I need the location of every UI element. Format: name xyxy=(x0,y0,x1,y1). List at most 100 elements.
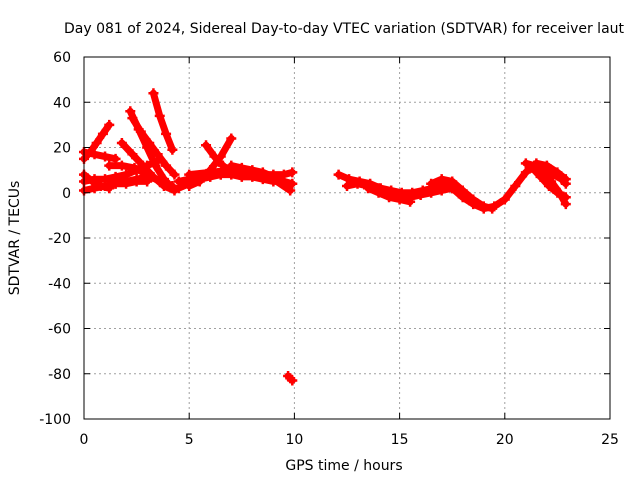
x-tick-label: 5 xyxy=(185,432,194,448)
data-point xyxy=(384,192,395,203)
data-point xyxy=(205,167,216,178)
y-axis-label: SDTVAR / TECUs xyxy=(7,181,23,296)
data-point xyxy=(489,201,500,212)
data-point xyxy=(104,160,115,171)
data-point xyxy=(247,165,258,176)
data-point xyxy=(278,176,289,187)
x-tick-label: 15 xyxy=(391,432,409,448)
data-point xyxy=(363,183,374,194)
data-point xyxy=(169,169,180,180)
data-point xyxy=(333,169,344,180)
series-arc-i xyxy=(148,88,178,155)
data-point xyxy=(148,88,159,99)
data-point xyxy=(87,176,98,187)
data-point xyxy=(543,180,554,191)
data-point xyxy=(167,144,178,155)
data-point xyxy=(426,178,437,189)
y-tick-label: 60 xyxy=(53,50,71,66)
y-tick-label: -100 xyxy=(39,412,71,428)
y-tick-label: 0 xyxy=(62,186,71,202)
data-point xyxy=(373,187,384,198)
data-point xyxy=(520,167,531,178)
data-point xyxy=(142,169,153,180)
data-point xyxy=(152,149,163,160)
series-arc-e xyxy=(79,169,115,194)
data-point xyxy=(226,133,237,144)
data-point xyxy=(100,151,111,162)
data-point xyxy=(436,174,447,185)
x-tick-label: 10 xyxy=(285,432,303,448)
data-point xyxy=(287,375,298,386)
data-point xyxy=(104,119,115,130)
axis-ticks: 0 5 10 15 20 25 -100 -80 -60 -40 -20 0 20 40 60 xyxy=(39,50,619,448)
data-point xyxy=(436,185,447,196)
data-point xyxy=(144,137,155,148)
y-tick-label: -60 xyxy=(48,322,71,338)
data-points xyxy=(79,88,571,386)
data-point xyxy=(560,192,571,203)
series-trace xyxy=(80,148,120,163)
data-point xyxy=(226,160,237,171)
data-point xyxy=(457,192,468,203)
data-point xyxy=(125,106,136,117)
x-axis-label: GPS time / hours xyxy=(285,458,402,474)
data-point xyxy=(116,137,127,148)
data-point xyxy=(167,180,178,191)
data-point xyxy=(131,176,142,187)
data-point xyxy=(257,167,268,178)
data-point xyxy=(548,169,559,180)
series-trace xyxy=(128,114,178,179)
data-point xyxy=(194,176,205,187)
data-point xyxy=(552,187,563,198)
data-point xyxy=(184,169,195,180)
chart-title: Day 081 of 2024, Sidereal Day-to-day VTE… xyxy=(64,21,625,37)
x-tick-label: 20 xyxy=(496,432,514,448)
data-point xyxy=(116,160,127,171)
data-point xyxy=(342,180,352,191)
series-arc-z xyxy=(531,160,571,189)
data-point xyxy=(539,165,550,176)
data-point xyxy=(531,160,542,171)
x-tick-label: 25 xyxy=(601,432,619,448)
data-point xyxy=(209,151,220,162)
data-point xyxy=(161,160,172,171)
data-point xyxy=(154,176,165,187)
data-point xyxy=(135,126,146,137)
data-point xyxy=(287,167,298,178)
series-trace xyxy=(112,177,151,188)
y-tick-label: -80 xyxy=(48,367,71,383)
data-point xyxy=(91,137,102,148)
y-tick-label: 40 xyxy=(53,95,71,111)
series-arc-q xyxy=(226,160,289,187)
data-point xyxy=(447,183,458,194)
data-point xyxy=(535,171,546,182)
data-point xyxy=(184,180,195,191)
y-tick-label: -40 xyxy=(48,276,71,292)
data-point xyxy=(352,178,363,189)
data-point xyxy=(201,140,212,151)
data-point xyxy=(426,187,437,198)
data-point xyxy=(121,178,132,189)
data-point xyxy=(394,194,405,205)
data-point xyxy=(110,178,121,189)
series-arc-k xyxy=(104,160,178,191)
data-point xyxy=(415,190,426,201)
data-point xyxy=(236,162,247,173)
data-point xyxy=(150,160,161,171)
data-point xyxy=(161,128,172,139)
data-point xyxy=(468,199,479,210)
data-point xyxy=(478,203,489,214)
data-point xyxy=(129,162,140,173)
grid-lines xyxy=(84,57,610,419)
series-arc-r xyxy=(283,371,298,386)
data-point xyxy=(520,158,531,169)
x-tick-label: 0 xyxy=(80,432,89,448)
data-point xyxy=(287,178,298,189)
data-point xyxy=(499,194,510,205)
y-tick-label: -20 xyxy=(48,231,71,247)
data-point xyxy=(95,180,106,191)
data-point xyxy=(127,113,138,124)
data-point xyxy=(127,149,138,160)
